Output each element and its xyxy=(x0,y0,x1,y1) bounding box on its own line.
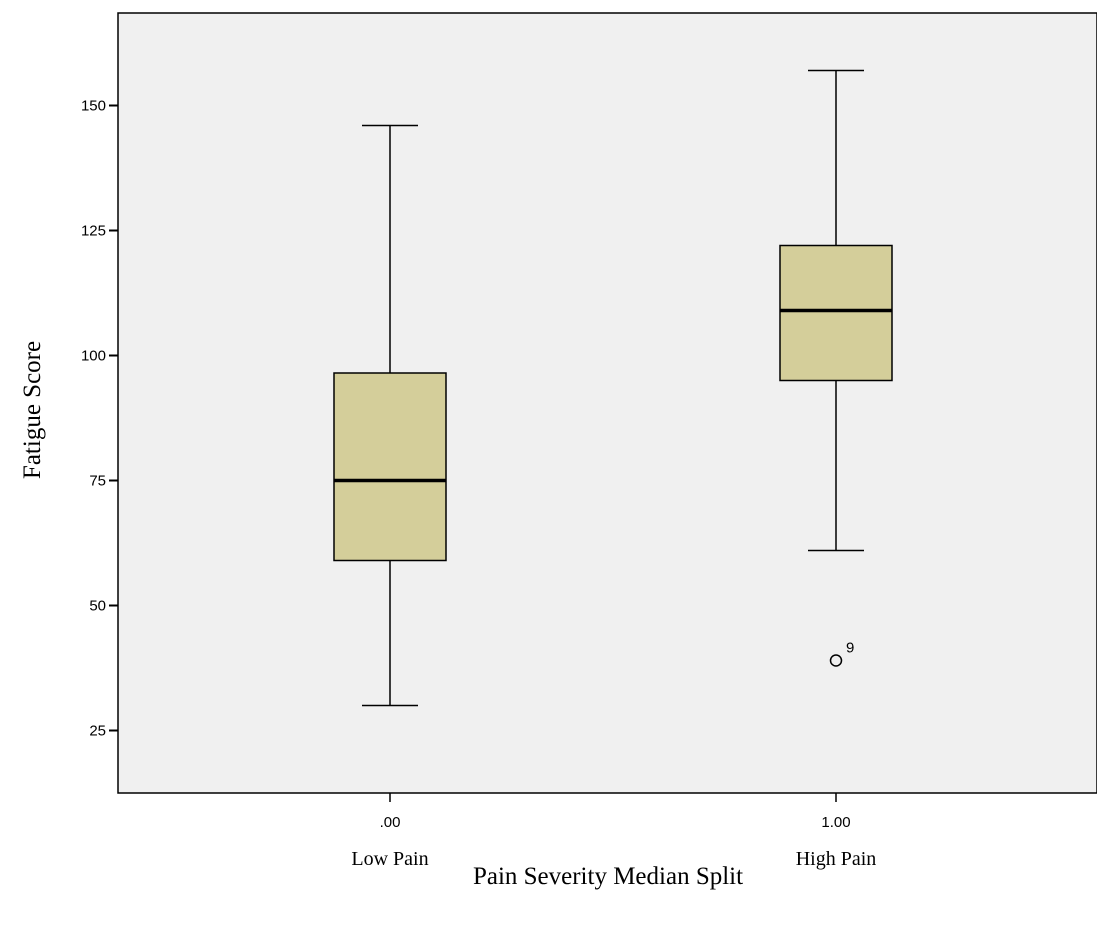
x-tick-label: 1.00 xyxy=(821,814,850,831)
y-tick-label: 100 xyxy=(81,348,106,365)
outlier-point xyxy=(829,654,843,667)
iqr-box xyxy=(779,244,893,382)
y-axis-title: Fatigue Score xyxy=(19,341,46,479)
plot-area xyxy=(117,12,1097,794)
box-group xyxy=(333,124,447,707)
outlier-label: 9 xyxy=(846,640,854,657)
y-tick-label: 25 xyxy=(89,723,106,740)
box-group: 9 xyxy=(779,69,893,667)
y-tick-label: 50 xyxy=(89,598,106,615)
x-tick-label: .00 xyxy=(380,814,401,831)
y-tick-label: 125 xyxy=(81,223,106,240)
boxes: 9 xyxy=(333,69,893,707)
x-axis: .00 Low Pain 1.00 High Pain xyxy=(351,793,876,870)
y-tick-label: 150 xyxy=(81,98,106,115)
x-axis-title: Pain Severity Median Split xyxy=(473,863,743,890)
iqr-box xyxy=(333,372,447,562)
x-group-label: Low Pain xyxy=(351,848,428,870)
x-group-label: High Pain xyxy=(796,848,877,870)
y-tick-label: 75 xyxy=(89,473,106,490)
plot-background xyxy=(117,12,1097,794)
y-axis: 25 50 75 100 125 150 xyxy=(81,98,118,740)
